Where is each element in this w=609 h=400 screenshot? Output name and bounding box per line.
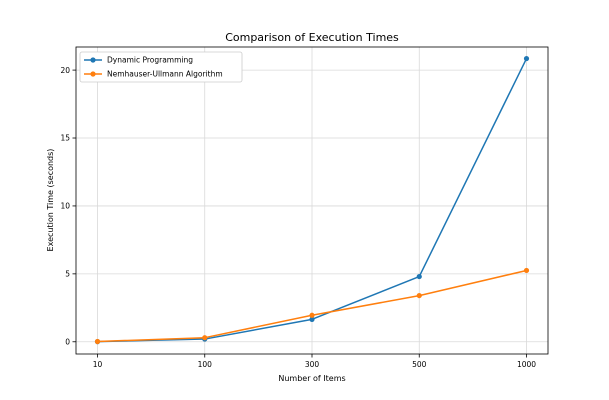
legend-label-nemhauser-ullmann: Nemhauser-Ullmann Algorithm [107, 70, 223, 79]
tick-layer: 10 100 300 500 1000 0 5 10 15 20 [60, 66, 536, 369]
data-point-dynamic-programming [523, 55, 530, 62]
data-point-nemhauser-ullmann-algorithm [523, 267, 530, 274]
grid-lines [76, 47, 548, 354]
data-point-nemhauser-ullmann-algorithm [416, 292, 422, 299]
legend: Dynamic Programming Nemhauser-Ullmann Al… [79, 51, 243, 83]
data-point-dynamic-programming [416, 273, 422, 280]
y-tick-label: 10 [60, 202, 70, 211]
legend-marker-nemhauser-ullmann [90, 71, 96, 77]
y-axis-label: Execution Time (seconds) [46, 149, 55, 252]
data-point-dynamic-programming [309, 316, 315, 322]
y-tick-label: 15 [60, 134, 70, 143]
data-point-nemhauser-ullmann-algorithm [309, 312, 315, 318]
chart-title: Comparison of Execution Times [225, 31, 399, 44]
x-tick-label: 1000 [517, 360, 536, 369]
x-tick-label: 10 [93, 360, 103, 369]
x-axis-label: Number of Items [278, 374, 345, 383]
y-tick-label: 20 [60, 66, 70, 75]
x-tick-label: 100 [198, 360, 213, 369]
legend-box [79, 51, 243, 83]
legend-marker-dynamic-programming [90, 57, 96, 63]
x-tick-label: 500 [412, 360, 427, 369]
data-point-nemhauser-ullmann-algorithm [202, 335, 208, 341]
y-tick-label: 5 [65, 270, 70, 279]
legend-label-dynamic-programming: Dynamic Programming [107, 56, 193, 65]
data-point-nemhauser-ullmann-algorithm [94, 338, 101, 345]
series-layer [94, 55, 530, 345]
y-tick-label: 0 [65, 337, 70, 346]
x-tick-label: 300 [305, 360, 320, 369]
